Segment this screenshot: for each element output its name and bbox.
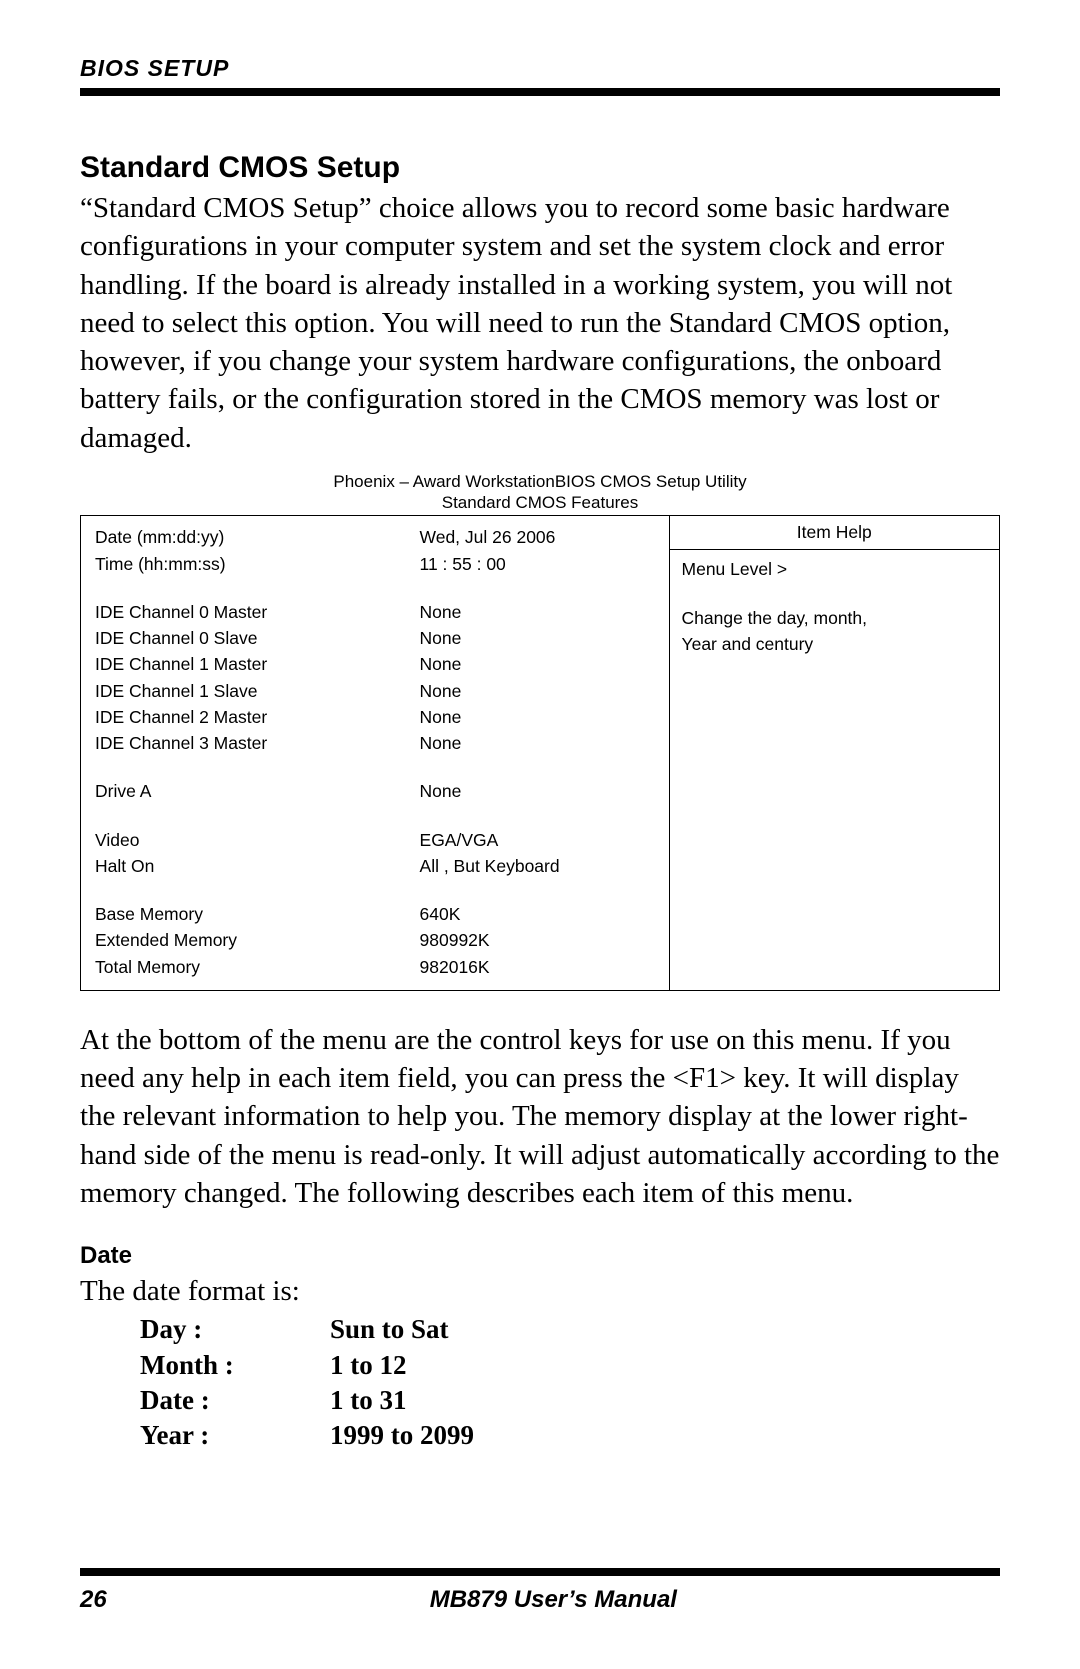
bios-value: 11 : 55 : 00 [420, 551, 655, 577]
page: BIOS SETUP Standard CMOS Setup “Standard… [0, 0, 1080, 1669]
chapter-header: BIOS SETUP [80, 55, 1000, 82]
bios-row-ide: IDE Channel 1 SlaveNone [95, 678, 655, 704]
bios-row-ide: IDE Channel 1 MasterNone [95, 651, 655, 677]
help-line: Change the day, month, [682, 605, 987, 631]
intro-paragraph: “Standard CMOS Setup” choice allows you … [80, 189, 1000, 457]
bios-label: Time (hh:mm:ss) [95, 551, 420, 577]
help-menu-level: Menu Level > [682, 556, 987, 582]
bios-left-panel: Date (mm:dd:yy) Wed, Jul 26 2006 Time (h… [81, 516, 669, 990]
format-value: Sun to Sat [330, 1312, 449, 1347]
bios-row-time: Time (hh:mm:ss) 11 : 55 : 00 [95, 551, 655, 577]
help-line: Year and century [682, 631, 987, 657]
format-row: Date : 1 to 31 [140, 1383, 1000, 1418]
bios-row-ide: IDE Channel 0 MasterNone [95, 599, 655, 625]
header-rule [80, 88, 1000, 96]
bios-caption-line2: Standard CMOS Features [442, 493, 639, 512]
page-footer: 26 MB879 User’s Manual [80, 1568, 1000, 1614]
date-intro: The date format is: [80, 1272, 1000, 1310]
bios-row-mem: Base Memory640K [95, 901, 655, 927]
section-heading: Standard CMOS Setup [80, 151, 1000, 185]
bios-row-ide: IDE Channel 2 MasterNone [95, 704, 655, 730]
bios-row-date: Date (mm:dd:yy) Wed, Jul 26 2006 [95, 524, 655, 550]
format-row: Day : Sun to Sat [140, 1312, 1000, 1347]
bios-row-video: VideoEGA/VGA [95, 827, 655, 853]
bios-row-mem: Extended Memory980992K [95, 927, 655, 953]
format-value: 1999 to 2099 [330, 1418, 474, 1453]
bios-row-drive: Drive ANone [95, 778, 655, 804]
bios-caption-line1: Phoenix – Award WorkstationBIOS CMOS Set… [333, 472, 746, 491]
format-value: 1 to 31 [330, 1383, 407, 1418]
date-format-table: Day : Sun to Sat Month : 1 to 12 Date : … [140, 1312, 1000, 1452]
bios-row-mem: Total Memory982016K [95, 954, 655, 980]
bios-value: Wed, Jul 26 2006 [420, 524, 655, 550]
bios-row-ide: IDE Channel 0 SlaveNone [95, 625, 655, 651]
format-value: 1 to 12 [330, 1348, 407, 1383]
format-label: Date : [140, 1383, 330, 1418]
bios-help-panel: Item Help Menu Level > Change the day, m… [669, 516, 999, 990]
help-body: Menu Level > Change the day, month, Year… [670, 550, 999, 663]
bios-label: Date (mm:dd:yy) [95, 524, 420, 550]
help-title: Item Help [670, 516, 999, 550]
bios-table: Date (mm:dd:yy) Wed, Jul 26 2006 Time (h… [80, 515, 1000, 991]
format-row: Year : 1999 to 2099 [140, 1418, 1000, 1453]
footer-page-number: 26 [80, 1586, 107, 1614]
date-heading: Date [80, 1242, 1000, 1270]
footer-rule [80, 1568, 1000, 1576]
format-label: Year : [140, 1418, 330, 1453]
format-label: Day : [140, 1312, 330, 1347]
bios-row-halt: Halt OnAll , But Keyboard [95, 853, 655, 879]
format-row: Month : 1 to 12 [140, 1348, 1000, 1383]
footer-manual-title: MB879 User’s Manual [107, 1586, 1000, 1614]
bios-row-ide: IDE Channel 3 MasterNone [95, 730, 655, 756]
bios-caption: Phoenix – Award WorkstationBIOS CMOS Set… [80, 471, 1000, 514]
after-table-paragraph: At the bottom of the menu are the contro… [80, 1021, 1000, 1212]
format-label: Month : [140, 1348, 330, 1383]
